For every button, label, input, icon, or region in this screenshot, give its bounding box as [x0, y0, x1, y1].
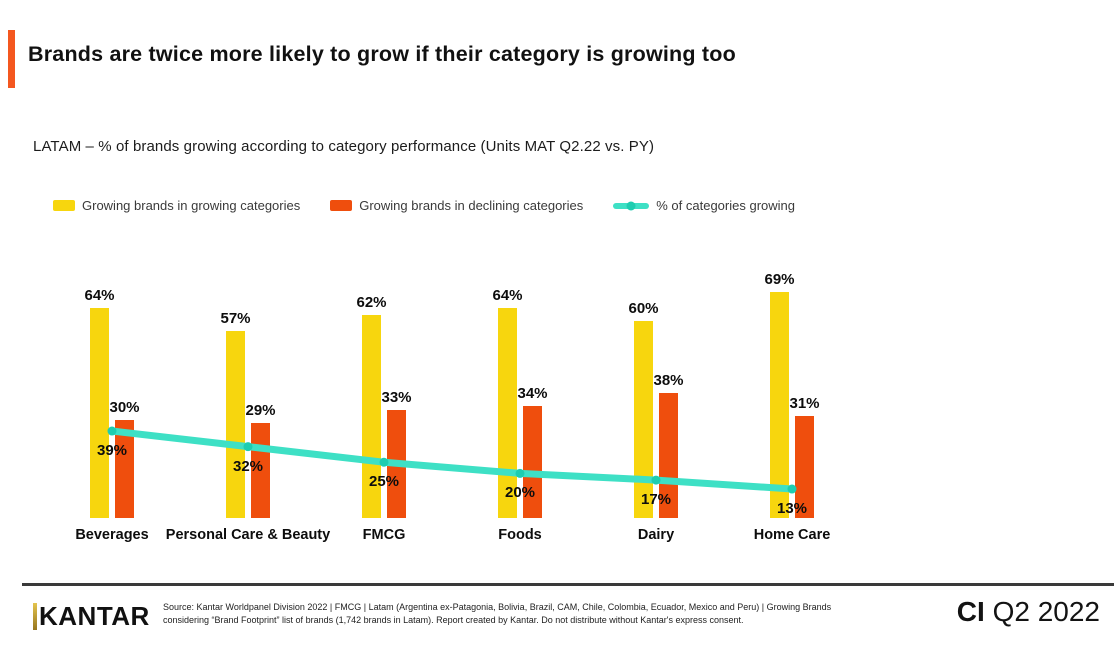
bar-value-label: 69%: [764, 270, 795, 288]
bar-value-label: 33%: [381, 388, 412, 406]
legend-swatch-line-icon: [613, 201, 650, 210]
edition-label: CI Q2 2022: [957, 596, 1100, 628]
category-label: Home Care: [753, 527, 831, 543]
kantar-logo: KANTAR: [33, 601, 150, 632]
bar-declining-categories: [115, 419, 134, 518]
bar-value-label: 38%: [653, 372, 684, 390]
kantar-logo-gold-bar-icon: [33, 603, 37, 630]
category-label: Foods: [498, 527, 542, 543]
bar-growing-categories: [226, 331, 245, 518]
chart-legend: Growing brands in growing categories Gro…: [53, 198, 795, 213]
title-accent-bar: [8, 30, 15, 88]
legend-label: Growing brands in growing categories: [82, 198, 301, 213]
legend-item-declining: Growing brands in declining categories: [330, 198, 583, 213]
legend-swatch-growing: [53, 200, 75, 211]
bar-value-label: 62%: [356, 293, 387, 311]
line-path: [108, 427, 796, 493]
bar-value-label: 34%: [517, 385, 548, 403]
legend-swatch-declining: [330, 200, 353, 211]
bar-value-label: 29%: [245, 401, 276, 419]
legend-item-growing: Growing brands in growing categories: [53, 198, 300, 213]
line-point-label: 20%: [504, 484, 536, 502]
bar-value-label: 57%: [220, 310, 251, 328]
line-point-label: 39%: [96, 442, 128, 460]
bar-value-label: 60%: [628, 300, 659, 318]
legend-item-line: % of categories growing: [613, 198, 795, 213]
source-note: Source: Kantar Worldpanel Division 2022 …: [163, 602, 832, 626]
line-point-label: 32%: [232, 457, 264, 475]
legend-label: % of categories growing: [656, 198, 795, 213]
bar-value-label: 64%: [84, 287, 115, 305]
category-label: Beverages: [75, 527, 149, 543]
line-point-label: 25%: [368, 473, 400, 491]
category-label: Dairy: [637, 527, 675, 543]
legend-line-dot-icon: [626, 201, 636, 210]
edition-ci: CI: [956, 596, 985, 627]
bar-value-label: 31%: [789, 395, 820, 413]
chart-subtitle: LATAM – % of brands growing according to…: [33, 138, 655, 155]
bar-declining-categories: [387, 409, 406, 518]
bar-value-label: 30%: [109, 398, 140, 416]
kantar-logo-text: KANTAR: [39, 601, 150, 631]
bar-growing-categories: [634, 321, 653, 518]
edition-quarter: Q2 2022: [984, 596, 1100, 627]
bar-growing-categories: [90, 308, 109, 518]
footer-divider: [22, 583, 1114, 586]
legend-label: Growing brands in declining categories: [359, 198, 584, 213]
page-title: Brands are twice more likely to grow if …: [28, 42, 736, 67]
line-point-label: 13%: [776, 500, 808, 517]
bar-value-label: 64%: [492, 287, 523, 305]
category-label: FMCG: [362, 527, 406, 543]
line-point-label: 17%: [640, 491, 672, 509]
bar-declining-categories: [795, 416, 814, 518]
category-label: Personal Care & Beauty: [165, 527, 331, 543]
bar-growing-categories: [770, 291, 789, 518]
